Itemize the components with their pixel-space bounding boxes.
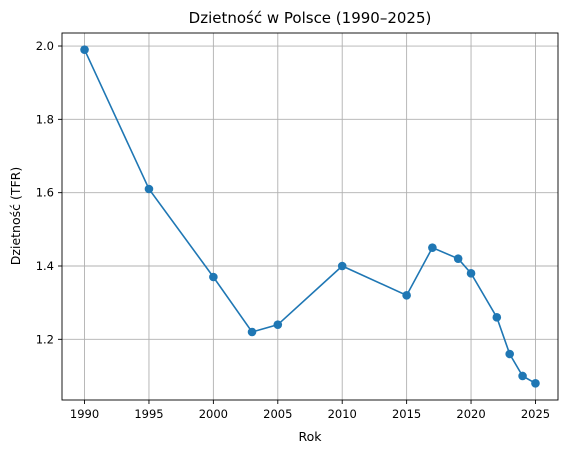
x-tick-label: 2000 bbox=[199, 407, 228, 421]
data-point bbox=[531, 379, 540, 388]
chart-title: Dzietność w Polsce (1990–2025) bbox=[189, 9, 432, 27]
data-point bbox=[505, 349, 514, 359]
y-axis-label: Dzietność (TFR) bbox=[8, 167, 23, 265]
x-axis-label: Rok bbox=[298, 429, 322, 444]
x-axis: 1990 1995 2000 2005 2010 2015 2020 2025 bbox=[70, 400, 550, 421]
data-point bbox=[337, 261, 347, 271]
data-point bbox=[209, 272, 218, 282]
x-tick-label: 1990 bbox=[70, 407, 99, 421]
series-line bbox=[83, 49, 536, 385]
x-tick-label: 2020 bbox=[456, 407, 485, 421]
x-tick-label: 2005 bbox=[263, 407, 292, 421]
data-point bbox=[247, 327, 257, 337]
data-point bbox=[518, 371, 527, 381]
data-point bbox=[428, 243, 437, 252]
data-point bbox=[80, 45, 89, 54]
data-point bbox=[466, 269, 476, 278]
series-layer bbox=[80, 45, 540, 388]
x-tick-label: 2010 bbox=[328, 407, 357, 421]
data-point bbox=[492, 313, 502, 322]
data-point bbox=[402, 291, 411, 300]
plot-frame bbox=[61, 32, 559, 401]
y-tick-label: 2.0 bbox=[36, 39, 54, 53]
data-point bbox=[453, 254, 463, 263]
grid bbox=[62, 33, 558, 400]
data-point bbox=[144, 184, 154, 194]
y-tick-label: 1.4 bbox=[36, 259, 54, 273]
y-tick-label: 1.8 bbox=[36, 112, 54, 126]
data-point bbox=[273, 320, 283, 329]
x-tick-label: 2025 bbox=[521, 407, 550, 421]
x-tick-label: 1995 bbox=[134, 407, 163, 421]
y-tick-label: 1.6 bbox=[36, 186, 54, 200]
y-axis: 1.2 1.4 1.6 1.8 2.0 bbox=[36, 39, 62, 346]
x-tick-label: 2015 bbox=[392, 407, 421, 421]
y-tick-label: 1.2 bbox=[36, 332, 54, 346]
